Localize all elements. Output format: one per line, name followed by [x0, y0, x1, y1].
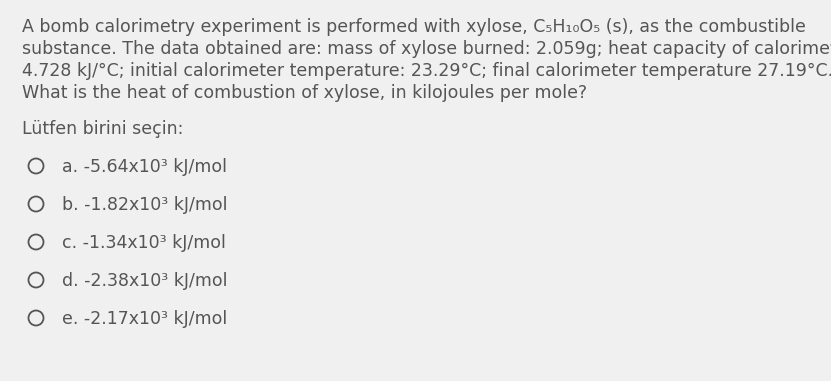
- Text: c. -1.34x10³ kJ/mol: c. -1.34x10³ kJ/mol: [62, 234, 226, 252]
- Text: a. -5.64x10³ kJ/mol: a. -5.64x10³ kJ/mol: [62, 158, 227, 176]
- Text: 4.728 kJ/°C; initial calorimeter temperature: 23.29°C; final calorimeter tempera: 4.728 kJ/°C; initial calorimeter tempera…: [22, 62, 831, 80]
- Text: substance. The data obtained are: mass of xylose burned: 2.059g; heat capacity o: substance. The data obtained are: mass o…: [22, 40, 831, 58]
- Text: Lütfen birini seçin:: Lütfen birini seçin:: [22, 120, 184, 138]
- Text: A bomb calorimetry experiment is performed with xylose, C₅H₁₀O₅ (s), as the comb: A bomb calorimetry experiment is perform…: [22, 18, 806, 36]
- Text: d. -2.38x10³ kJ/mol: d. -2.38x10³ kJ/mol: [62, 272, 228, 290]
- Text: b. -1.82x10³ kJ/mol: b. -1.82x10³ kJ/mol: [62, 196, 228, 214]
- Text: What is the heat of combustion of xylose, in kilojoules per mole?: What is the heat of combustion of xylose…: [22, 84, 588, 102]
- Text: e. -2.17x10³ kJ/mol: e. -2.17x10³ kJ/mol: [62, 310, 227, 328]
